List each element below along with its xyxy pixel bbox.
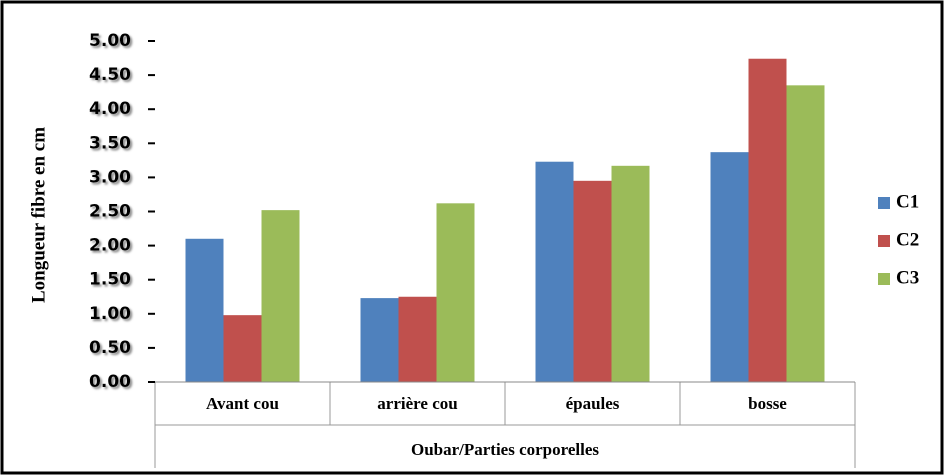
y-tick-label: 3.00 — [89, 167, 131, 187]
x-tick-label: bosse — [748, 394, 787, 413]
bar — [786, 85, 825, 382]
y-tick-label: 0.00 — [89, 372, 131, 392]
legend-swatch — [878, 235, 890, 247]
y-tick-label: 1.50 — [89, 270, 131, 290]
bar — [223, 315, 262, 382]
x-tick-label: Avant cou — [206, 394, 279, 413]
bar — [398, 296, 437, 382]
bar — [748, 58, 787, 383]
y-tick-label: 1.00 — [89, 304, 131, 324]
bar — [710, 152, 749, 382]
bar — [611, 165, 650, 382]
y-tick-label: 2.00 — [89, 236, 131, 256]
y-tick-label: 5.00 — [89, 31, 131, 51]
bar — [185, 238, 224, 382]
legend-label: C1 — [896, 191, 919, 212]
bar — [261, 210, 300, 382]
legend-swatch — [878, 273, 890, 285]
legend-label: C2 — [896, 229, 919, 250]
x-tick-label: épaules — [566, 394, 620, 413]
legend-swatch — [878, 197, 890, 209]
legend-label: C3 — [896, 267, 919, 288]
y-tick-label: 3.50 — [89, 133, 131, 153]
bar — [573, 180, 612, 382]
bar — [535, 161, 574, 382]
y-tick-label: 4.50 — [89, 65, 131, 85]
bar — [436, 203, 475, 382]
y-tick-label: 4.00 — [89, 99, 131, 119]
x-axis-title: Oubar/Parties corporelles — [411, 440, 599, 459]
x-tick-label: arrière cou — [377, 394, 457, 413]
bar — [360, 298, 399, 382]
y-tick-label: 2.50 — [89, 202, 131, 222]
y-axis-title: Longueur fibre en cm — [28, 127, 49, 303]
y-tick-label: 0.50 — [89, 338, 131, 358]
